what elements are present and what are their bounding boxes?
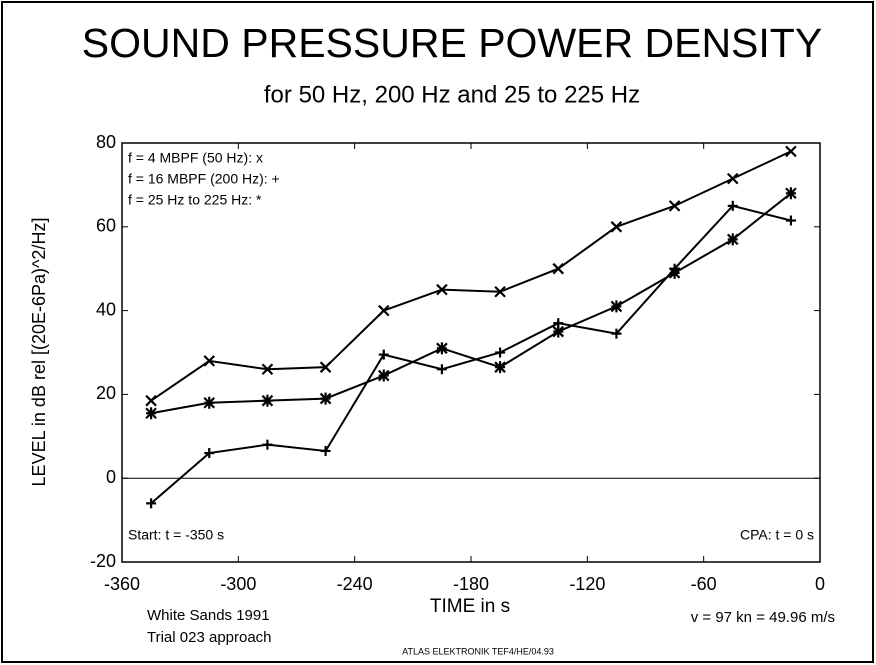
x-tick-label: -120 <box>569 574 605 594</box>
marker <box>145 407 157 420</box>
marker <box>436 283 448 296</box>
marker <box>261 394 274 407</box>
marker-stroke <box>785 145 797 158</box>
marker <box>320 445 331 456</box>
marker <box>785 215 796 226</box>
annotation: Start: t = -350 s <box>128 527 224 543</box>
chart-title: SOUND PRESSURE POWER DENSITY <box>82 20 822 66</box>
marker <box>726 233 739 246</box>
y-tick-label: 0 <box>106 467 116 487</box>
marker <box>436 364 447 375</box>
legend-entry: f = 4 MBPF (50 Hz): x <box>128 150 263 166</box>
marker <box>377 304 390 317</box>
marker <box>203 396 216 409</box>
marker <box>552 262 565 275</box>
y-tick-label: -20 <box>90 551 116 571</box>
marker <box>319 392 332 405</box>
marker-stroke <box>203 355 216 367</box>
x-axis-label: TIME in s <box>430 596 510 617</box>
marker-stroke <box>668 200 681 212</box>
y-tick-label: 80 <box>96 132 116 152</box>
marker-stroke <box>436 283 448 296</box>
marker-stroke <box>726 172 739 185</box>
x-tick-label: -180 <box>453 574 489 594</box>
marker-stroke <box>552 262 565 275</box>
marker <box>726 172 739 185</box>
legend-entry: f = 25 Hz to 225 Hz: * <box>128 192 262 208</box>
marker <box>668 266 681 279</box>
marker-stroke <box>610 221 623 233</box>
footer-text: White Sands 1991 <box>147 607 270 624</box>
series-line <box>150 150 792 402</box>
y-tick-label: 20 <box>96 383 116 403</box>
x-tick-label: -240 <box>337 574 373 594</box>
marker <box>785 145 797 158</box>
marker <box>203 355 216 367</box>
marker-stroke <box>494 285 506 298</box>
legend-entry: f = 16 MBPF (200 Hz): + <box>128 171 280 187</box>
marker <box>668 200 681 212</box>
marker <box>204 448 215 459</box>
marker <box>727 200 738 211</box>
marker <box>495 347 506 358</box>
marker-stroke <box>261 363 274 376</box>
marker <box>610 300 623 313</box>
footer-text: ATLAS ELEKTRONIK TEF4/HE/04.93 <box>402 646 554 656</box>
marker <box>494 361 506 374</box>
marker <box>611 328 622 339</box>
x-tick-label: -360 <box>104 574 140 594</box>
chart-subtitle: for 50 Hz, 200 Hz and 25 to 225 Hz <box>264 81 640 108</box>
marker <box>610 221 623 233</box>
marker <box>378 349 389 360</box>
marker <box>319 361 332 373</box>
marker <box>377 369 390 382</box>
marker <box>262 439 273 450</box>
marker <box>146 498 157 509</box>
marker <box>494 285 506 298</box>
marker <box>552 325 565 338</box>
x-tick-label: -300 <box>220 574 256 594</box>
series-line <box>150 204 792 505</box>
marker-stroke <box>319 361 332 373</box>
footer-text: v = 97 kn = 49.96 m/s <box>691 609 835 626</box>
x-tick-label: -60 <box>691 574 717 594</box>
y-tick-label: 40 <box>96 299 116 319</box>
marker-stroke <box>145 394 157 407</box>
marker-stroke <box>377 304 390 317</box>
series-line <box>150 192 792 415</box>
annotation: CPA: t = 0 s <box>740 527 814 543</box>
marker <box>436 342 448 355</box>
y-axis-label: LEVEL in dB rel [(20E-6Pa)^2/Hz] <box>29 218 49 487</box>
x-tick-label: 0 <box>815 574 825 594</box>
y-tick-label: 60 <box>96 216 116 236</box>
marker <box>261 363 274 376</box>
marker <box>785 187 797 200</box>
marker <box>145 394 157 407</box>
footer-text: Trial 023 approach <box>147 629 272 646</box>
